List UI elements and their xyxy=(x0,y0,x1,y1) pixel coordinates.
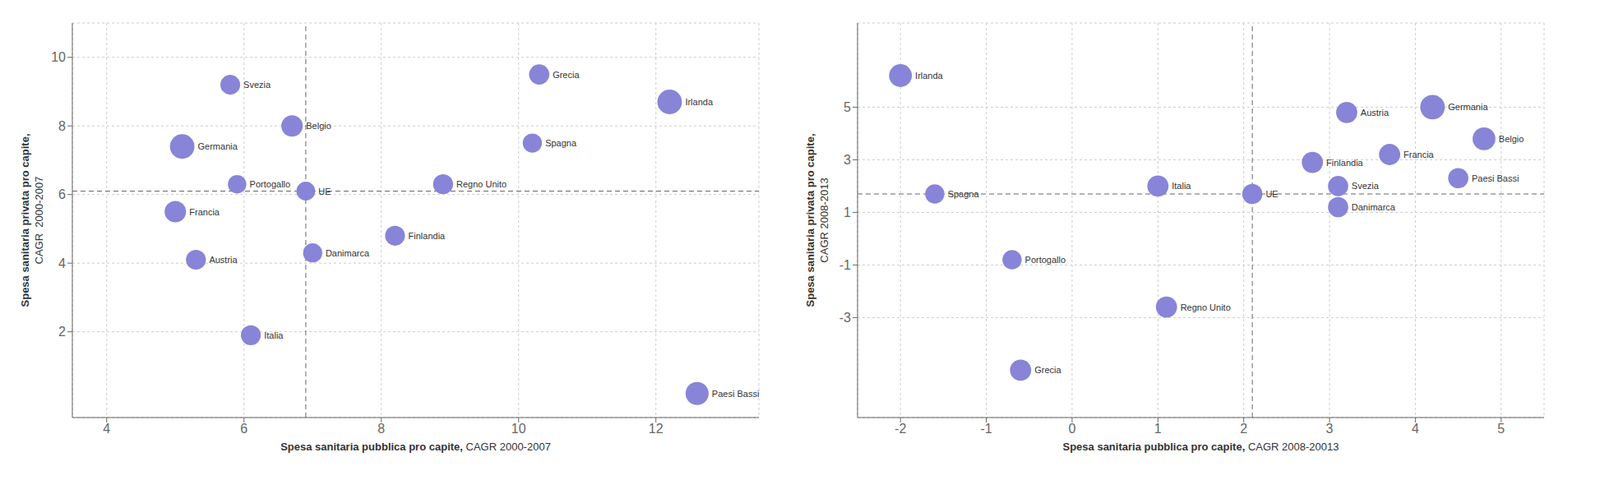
svg-text:Paesi Bassi: Paesi Bassi xyxy=(712,388,759,399)
svg-text:Francia: Francia xyxy=(1403,149,1435,160)
svg-text:Paesi Bassi: Paesi Bassi xyxy=(1471,173,1519,184)
svg-text:Regno Unito: Regno Unito xyxy=(456,179,507,190)
svg-text:4: 4 xyxy=(1411,421,1420,436)
svg-text:Finlandia: Finlandia xyxy=(1326,157,1365,168)
svg-text:6: 6 xyxy=(240,421,248,436)
svg-text:Portogallo: Portogallo xyxy=(1025,254,1067,265)
svg-text:8: 8 xyxy=(58,119,66,134)
svg-text:Italia: Italia xyxy=(1171,180,1192,191)
svg-text:UE: UE xyxy=(318,186,331,197)
svg-text:Germania: Germania xyxy=(1447,101,1489,112)
svg-text:Spesa sanitaria privata pro ca: Spesa sanitaria privata pro capite, xyxy=(804,134,817,308)
svg-text:Belgio: Belgio xyxy=(305,120,332,131)
svg-text:Spesa sanitaria privata pro ca: Spesa sanitaria privata pro capite, xyxy=(18,134,32,308)
svg-text:Portogallo: Portogallo xyxy=(249,179,292,190)
svg-text:Grecia: Grecia xyxy=(552,69,580,80)
svg-text:-2: -2 xyxy=(894,421,907,436)
svg-text:Irlanda: Irlanda xyxy=(915,70,944,81)
svg-text:5: 5 xyxy=(843,100,851,115)
svg-text:Regno Unito: Regno Unito xyxy=(1180,302,1231,313)
svg-text:Spesa sanitaria pubblica pro c: Spesa sanitaria pubblica pro capite, CAG… xyxy=(1063,440,1340,454)
svg-text:Spagna: Spagna xyxy=(947,189,981,199)
svg-text:4: 4 xyxy=(102,421,111,436)
svg-text:2: 2 xyxy=(1239,421,1248,436)
svg-text:1: 1 xyxy=(843,205,851,220)
svg-text:Irlanda: Irlanda xyxy=(684,97,714,107)
svg-text:3: 3 xyxy=(1326,421,1334,436)
svg-text:Svezia: Svezia xyxy=(243,79,272,90)
svg-text:6: 6 xyxy=(58,187,66,202)
svg-text:5: 5 xyxy=(1497,421,1505,436)
svg-text:0: 0 xyxy=(1068,421,1076,436)
svg-text:CAGR 2008-2013: CAGR 2008-2013 xyxy=(818,177,831,263)
svg-text:Spagna: Spagna xyxy=(545,138,578,148)
svg-text:8: 8 xyxy=(377,421,385,436)
svg-text:Danimarca: Danimarca xyxy=(325,248,370,259)
svg-text:10: 10 xyxy=(50,50,66,65)
svg-text:Finlandia: Finlandia xyxy=(408,231,447,241)
svg-text:-1: -1 xyxy=(980,421,992,436)
svg-text:Danimarca: Danimarca xyxy=(1351,202,1397,213)
svg-text:2: 2 xyxy=(58,324,66,339)
svg-text:10: 10 xyxy=(511,421,527,436)
svg-text:Austria: Austria xyxy=(1360,107,1390,118)
svg-text:3: 3 xyxy=(843,152,851,167)
svg-text:Belgio: Belgio xyxy=(1498,134,1525,144)
svg-text:CAGR 2000-2007: CAGR 2000-2007 xyxy=(32,176,46,265)
svg-text:Francia: Francia xyxy=(189,207,221,218)
svg-text:Austria: Austria xyxy=(208,254,238,265)
svg-text:Spesa sanitaria pubblica pro c: Spesa sanitaria pubblica pro capite, CAG… xyxy=(280,440,551,454)
svg-text:Germania: Germania xyxy=(198,141,239,152)
svg-text:12: 12 xyxy=(648,421,664,436)
svg-text:1: 1 xyxy=(1154,421,1162,436)
svg-text:Svezia: Svezia xyxy=(1351,180,1380,191)
svg-text:4: 4 xyxy=(58,256,66,271)
svg-text:Italia: Italia xyxy=(263,330,284,341)
svg-text:Grecia: Grecia xyxy=(1034,365,1062,375)
svg-text:UE: UE xyxy=(1265,189,1278,199)
svg-text:-3: -3 xyxy=(839,310,851,325)
svg-text:-1: -1 xyxy=(839,258,851,273)
